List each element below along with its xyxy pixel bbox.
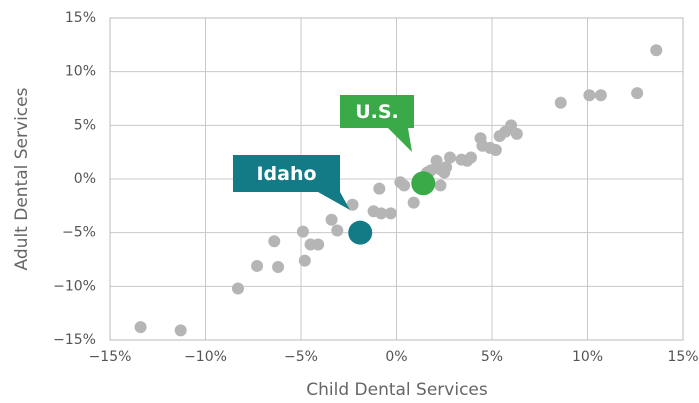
x-tick-label: −10%	[184, 349, 227, 365]
point	[464, 151, 477, 164]
callout-label: U.S.	[355, 101, 399, 123]
point	[440, 161, 453, 174]
point	[407, 196, 420, 209]
point	[554, 96, 567, 109]
point	[373, 182, 386, 195]
y-tick-label: 0%	[74, 171, 96, 187]
point	[443, 151, 456, 164]
point	[631, 87, 644, 100]
x-tick-label: 0%	[385, 349, 407, 365]
y-tick-label: 10%	[65, 64, 96, 80]
highlight-point	[411, 171, 436, 196]
point	[298, 254, 311, 267]
point	[398, 179, 411, 192]
point	[650, 44, 663, 57]
y-axis-label: Adult Dental Services	[12, 87, 32, 270]
point	[510, 127, 523, 140]
point	[251, 259, 264, 272]
highlight-point	[348, 220, 373, 245]
point	[346, 198, 359, 211]
point	[134, 321, 147, 334]
x-tick-label: −15%	[89, 349, 132, 365]
y-tick-label: 5%	[74, 117, 96, 133]
point	[174, 324, 187, 337]
callout-pointer	[318, 192, 350, 210]
x-axis-label: Child Dental Services	[306, 380, 488, 400]
point	[594, 89, 607, 102]
callout-box	[233, 155, 340, 192]
point	[325, 213, 338, 226]
plot-border	[109, 17, 684, 341]
x-tick-label: 15%	[667, 349, 698, 365]
x-tick-label: −5%	[284, 349, 318, 365]
point	[384, 207, 397, 220]
point	[505, 119, 518, 132]
callout-box	[340, 95, 414, 128]
x-tick-label: 5%	[481, 349, 503, 365]
point	[312, 238, 325, 251]
point	[272, 261, 285, 274]
y-tick-label: −15%	[53, 332, 96, 348]
y-tick-label: −5%	[62, 225, 96, 241]
callout-pointer	[388, 128, 412, 152]
point	[434, 179, 447, 192]
x-tick-label: 10%	[572, 349, 603, 365]
y-tick-label: −10%	[53, 278, 96, 294]
point	[268, 235, 281, 248]
point	[375, 207, 388, 220]
point	[489, 144, 502, 157]
point	[231, 282, 244, 295]
y-tick-label: 15%	[65, 10, 96, 26]
point	[331, 224, 344, 237]
callout-label: Idaho	[256, 163, 316, 185]
point	[583, 89, 596, 102]
point	[296, 225, 309, 238]
